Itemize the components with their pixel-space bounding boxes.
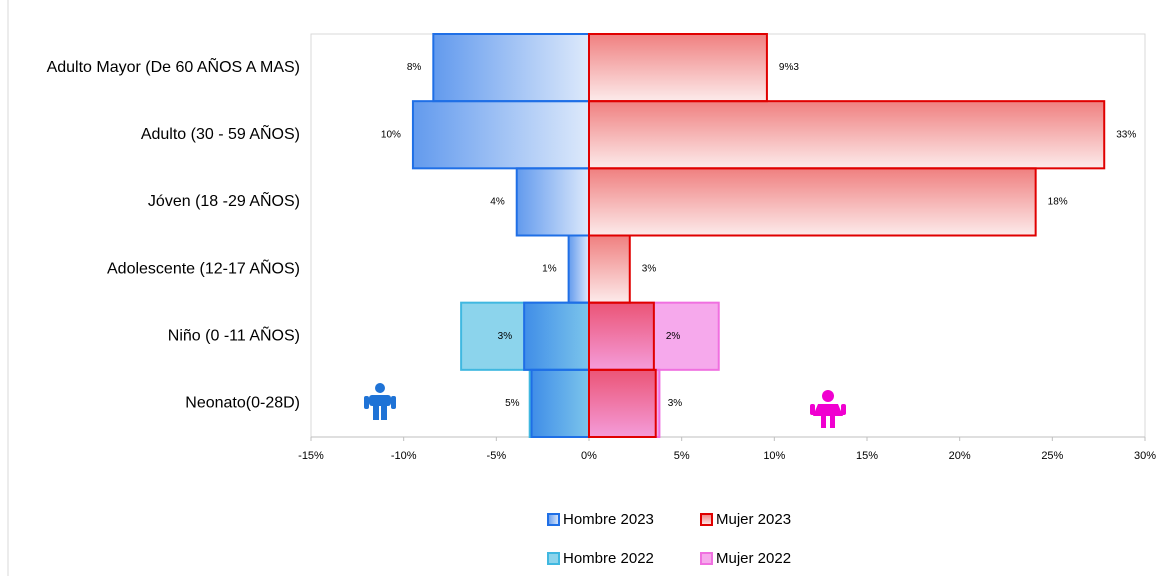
data-label: 18% (1048, 197, 1068, 208)
legend-marker (547, 513, 560, 526)
bar (588, 234, 631, 304)
data-label: 2% (666, 331, 681, 342)
category-label: Neonato(0-28D) (185, 395, 300, 412)
x-tick-label: 15% (856, 450, 878, 462)
x-tick-label: 25% (1041, 450, 1063, 462)
x-tick-label: -10% (391, 450, 417, 462)
category-label: Adolescente (12-17 AÑOS) (107, 257, 300, 277)
bar (515, 167, 590, 237)
bar (567, 234, 591, 304)
data-label: 10% (381, 129, 401, 140)
man-icon (364, 383, 396, 420)
data-label: 3% (498, 331, 513, 342)
data-label: 3% (668, 398, 683, 409)
bar (530, 368, 591, 439)
data-label: 3% (642, 264, 657, 275)
woman-icon (810, 390, 846, 428)
bar (588, 368, 657, 439)
category-label: Jóven (18 -29 AÑOS) (148, 190, 300, 210)
bar (523, 301, 591, 371)
legend-label: Hombre 2023 (563, 511, 654, 528)
data-label: 9%3 (779, 62, 799, 73)
bar (588, 301, 655, 371)
legend-marker (547, 552, 560, 565)
x-tick-label: 10% (763, 450, 785, 462)
legend-marker (700, 513, 713, 526)
legend-marker (700, 552, 713, 565)
x-tick-label: -5% (487, 450, 507, 462)
category-label: Adulto (30 - 59 AÑOS) (141, 123, 300, 143)
bar (588, 33, 768, 103)
bar (588, 167, 1037, 237)
bar (411, 100, 590, 170)
x-tick-label: 0% (581, 450, 597, 462)
legend-label: Hombre 2022 (563, 550, 654, 567)
bar (432, 33, 590, 103)
x-tick-label: 30% (1134, 450, 1156, 462)
x-tick-label: -15% (298, 450, 324, 462)
data-label: 5% (505, 398, 520, 409)
data-label: 33% (1116, 129, 1136, 140)
data-label: 4% (490, 197, 505, 208)
category-label: Niño (0 -11 AÑOS) (168, 324, 300, 344)
x-tick-label: 5% (674, 450, 690, 462)
data-label: 1% (542, 264, 557, 275)
legend-label: Mujer 2023 (716, 511, 791, 528)
legend-label: Mujer 2022 (716, 550, 791, 567)
data-label: 8% (407, 62, 422, 73)
bar (588, 100, 1106, 170)
x-tick-label: 20% (949, 450, 971, 462)
category-label: Adulto Mayor (De 60 AÑOS A MAS) (47, 56, 300, 76)
